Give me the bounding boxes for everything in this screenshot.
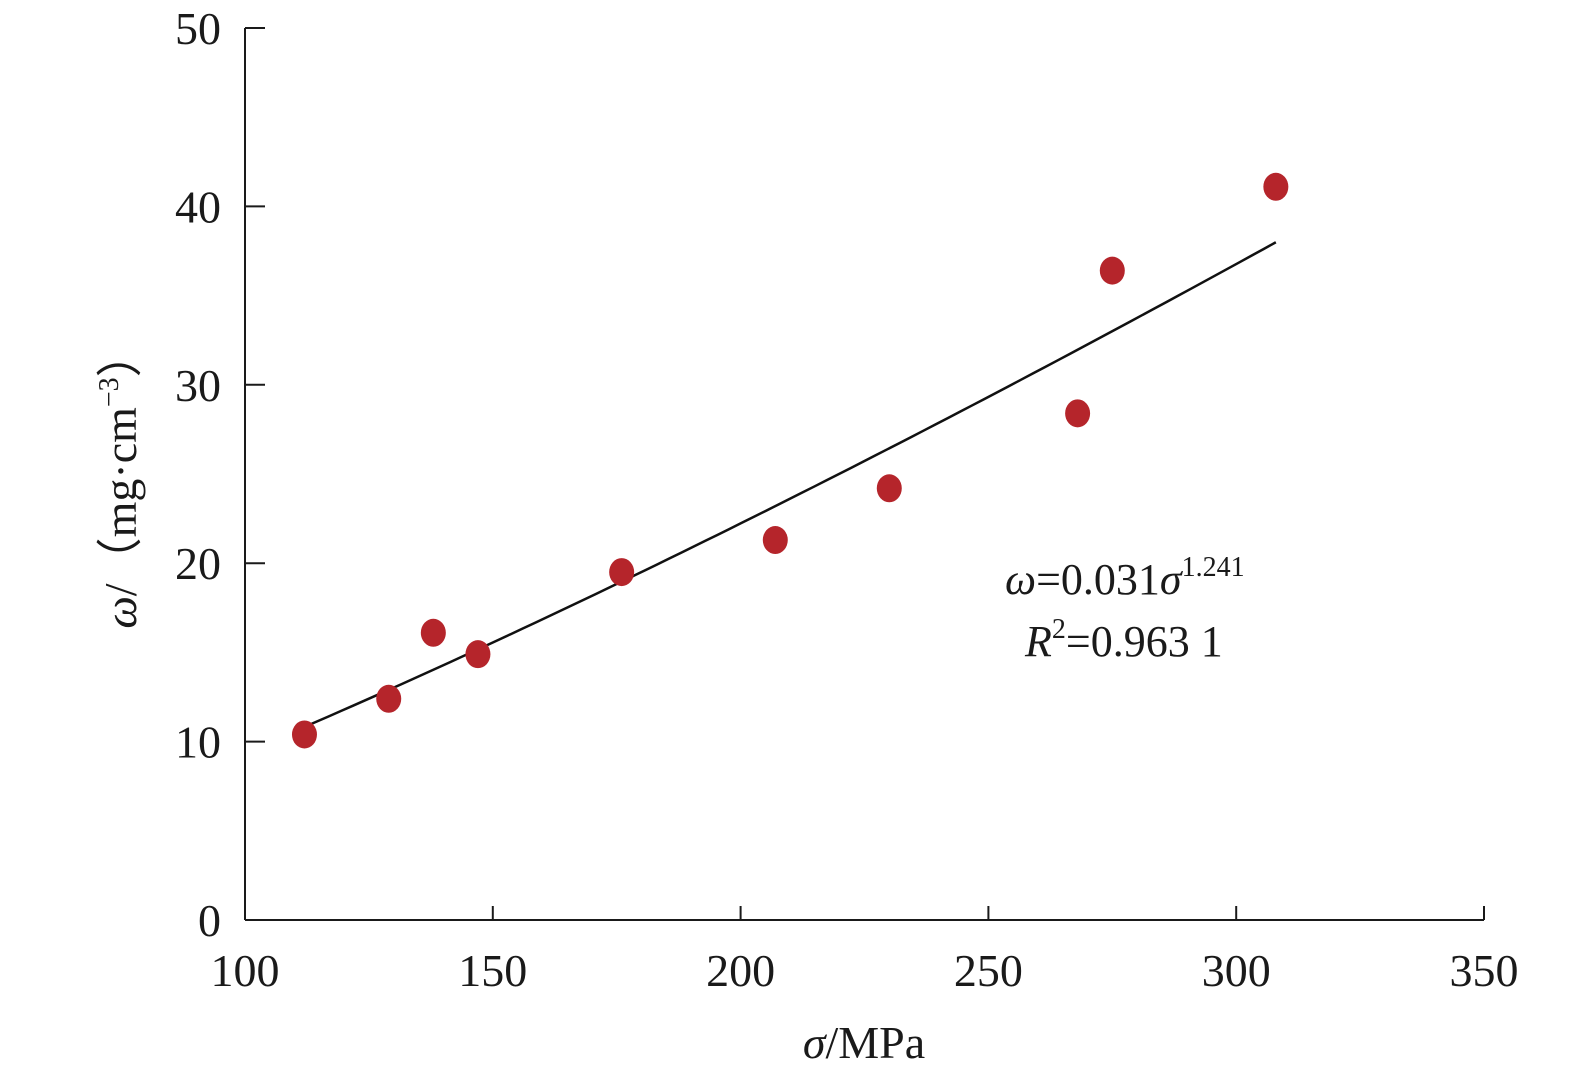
x-tick-label: 150 xyxy=(458,945,527,996)
y-ticks: 0 10 20 30 40 50 xyxy=(175,3,265,946)
x-tick-label: 100 xyxy=(211,945,280,996)
fit-equation: ω=0.031σ1.241 xyxy=(1005,552,1245,604)
data-point xyxy=(291,720,317,749)
data-point xyxy=(876,474,902,503)
data-point xyxy=(762,526,788,555)
y-tick-label: 50 xyxy=(175,3,221,54)
data-point xyxy=(465,640,491,669)
x-axis-title: σ/MPa xyxy=(803,1017,925,1068)
x-tick-label: 300 xyxy=(1202,945,1271,996)
y-tick-label: 20 xyxy=(175,538,221,589)
y-tick-label: 10 xyxy=(175,717,221,768)
data-point xyxy=(420,618,446,647)
y-tick-label: 0 xyxy=(198,895,221,946)
x-tick-label: 200 xyxy=(706,945,775,996)
y-tick-label: 30 xyxy=(175,360,221,411)
x-ticks: 100 150 200 250 300 350 xyxy=(211,906,1519,996)
data-point xyxy=(1065,399,1091,428)
y-axis-title: ω/（mg·cm−3） xyxy=(94,331,146,628)
data-point xyxy=(609,558,635,587)
data-points xyxy=(291,172,1289,749)
data-point xyxy=(376,684,402,713)
data-point xyxy=(1263,172,1289,201)
axes xyxy=(244,28,1484,921)
r-squared: R2=0.963 1 xyxy=(1024,614,1223,666)
x-tick-label: 250 xyxy=(954,945,1023,996)
data-point xyxy=(1099,256,1125,285)
x-tick-label: 350 xyxy=(1450,945,1519,996)
y-tick-label: 40 xyxy=(175,181,221,232)
